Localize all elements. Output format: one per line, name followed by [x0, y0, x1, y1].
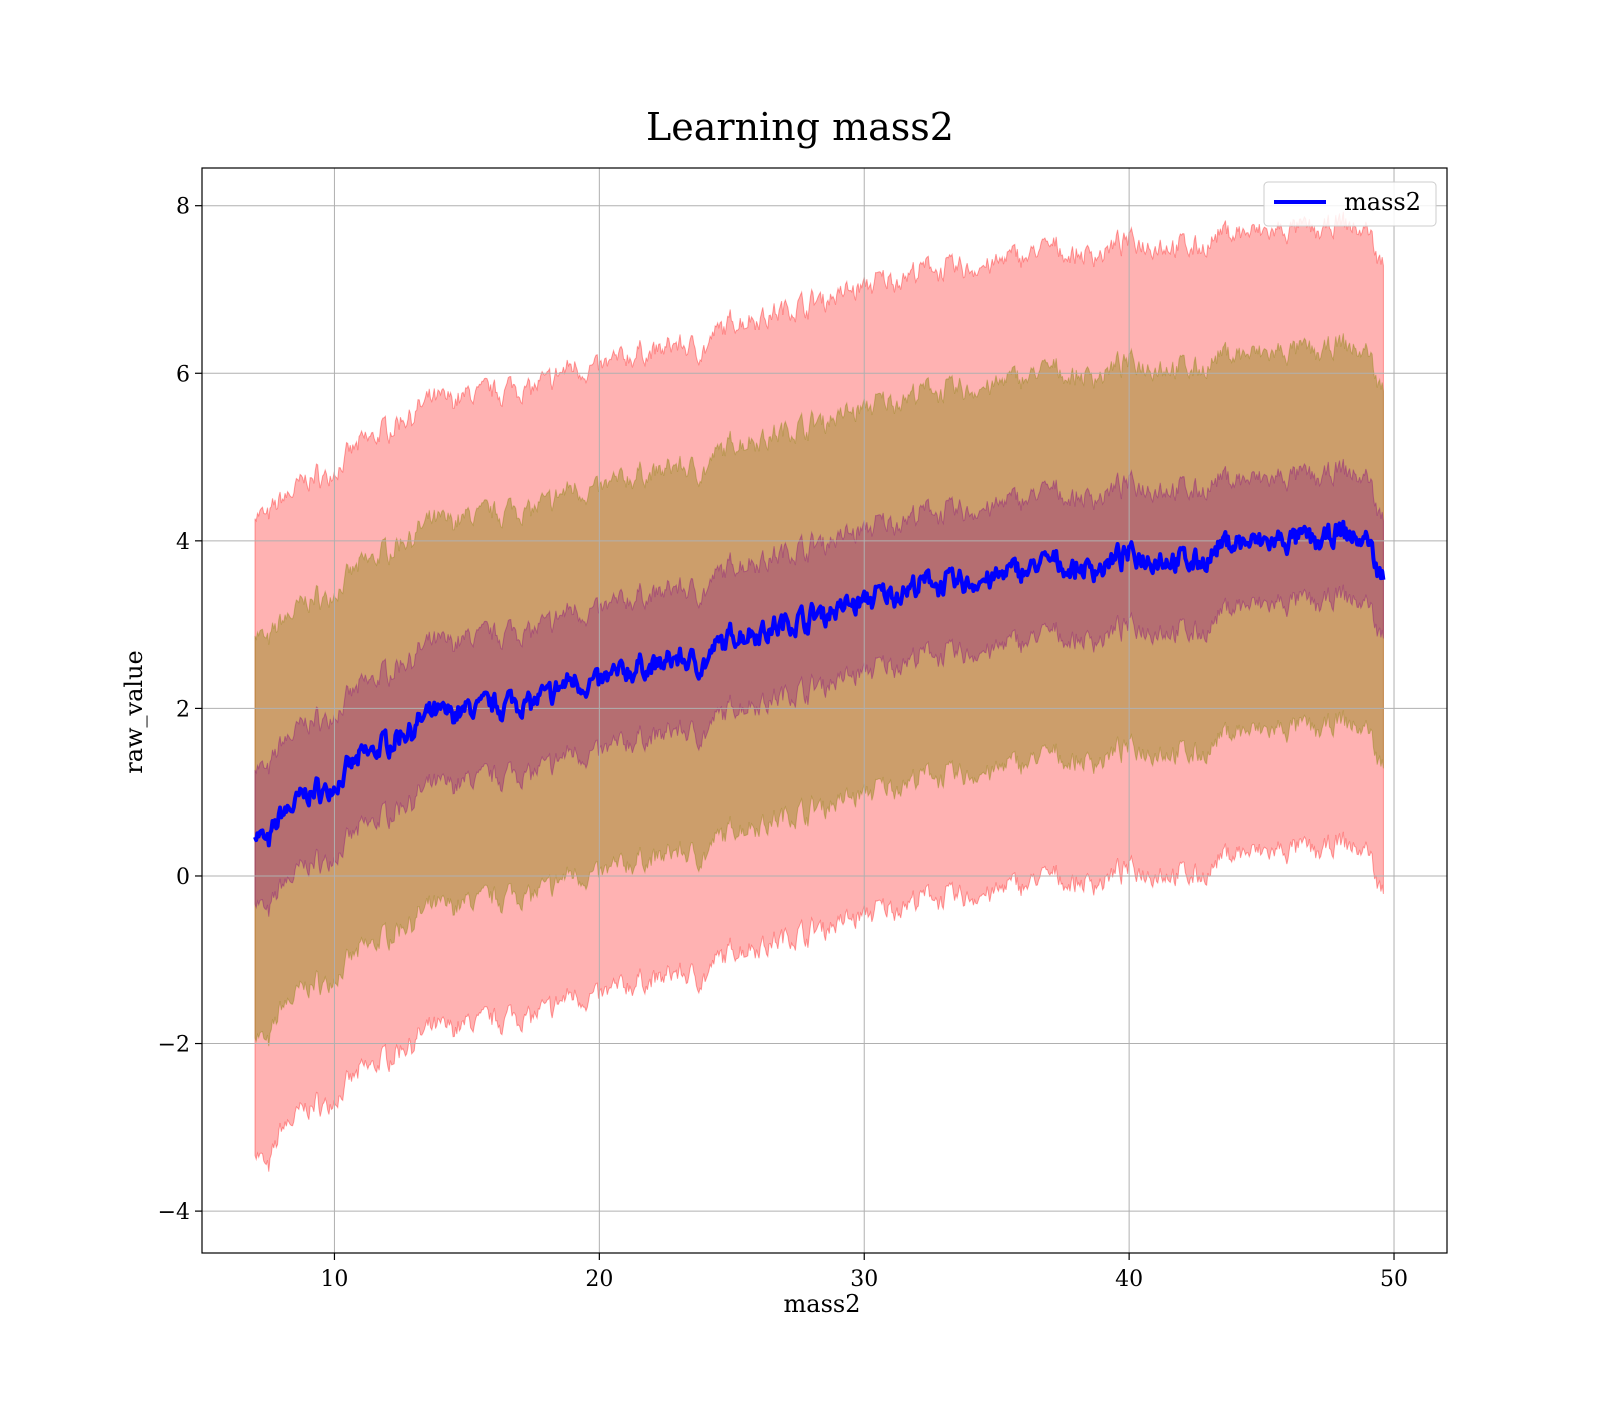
legend-box	[1263, 181, 1437, 227]
x-tick-label: 30	[850, 1267, 878, 1292]
y-axis-label: raw_value	[120, 650, 148, 774]
x-tick-label: 20	[585, 1267, 613, 1292]
band-2-sigma	[254, 333, 1384, 1047]
series-line-mass2	[253, 519, 1386, 848]
legend-entry-mass2: mass2	[1344, 188, 1421, 216]
y-tick-label: 4	[176, 530, 190, 555]
chart-title: Learning mass2	[646, 105, 954, 149]
ticks-layer: 10 20 30 40 50 −4 −2 0 2 4 6 8	[158, 195, 1408, 1292]
band-3-sigma	[254, 211, 1384, 1172]
x-axis-label: mass2	[784, 1290, 861, 1318]
plot-area-frame	[201, 167, 1448, 1254]
legend: mass2	[1263, 181, 1437, 227]
x-tick-label: 10	[320, 1267, 348, 1292]
y-tick-label: −2	[158, 1033, 190, 1058]
y-tick-label: 6	[176, 362, 190, 387]
series-layer	[253, 519, 1386, 848]
y-tick-label: 8	[176, 195, 190, 220]
y-tick-label: 2	[176, 697, 190, 722]
y-tick-label: 0	[176, 865, 190, 890]
y-tick-label: −4	[158, 1200, 190, 1225]
x-tick-label: 40	[1115, 1267, 1143, 1292]
grid-layer	[202, 168, 1447, 1253]
x-tick-label: 50	[1380, 1267, 1408, 1292]
